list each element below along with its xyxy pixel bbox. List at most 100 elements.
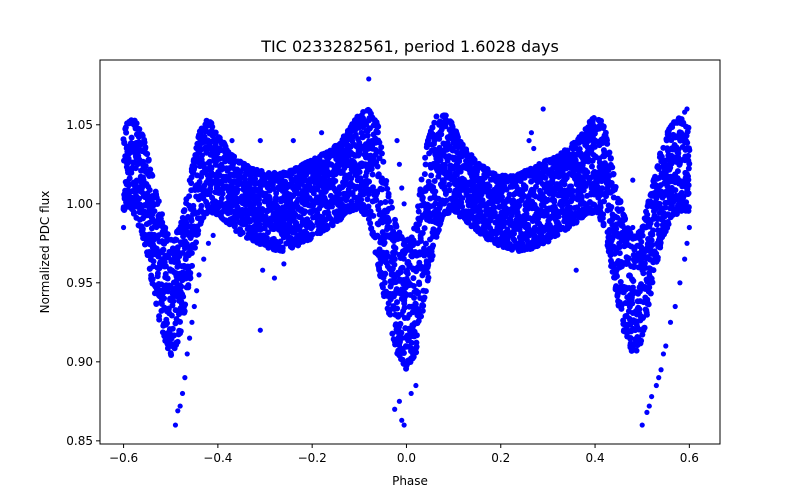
data-point (428, 252, 435, 259)
data-point (369, 231, 376, 238)
data-point (131, 120, 138, 127)
data-point (554, 156, 561, 163)
data-point (627, 342, 634, 349)
data-point (302, 208, 309, 215)
outlier-point (408, 390, 414, 397)
data-point (140, 235, 147, 242)
data-point (391, 261, 398, 268)
data-point (410, 283, 417, 290)
data-point (564, 147, 571, 154)
data-point (382, 270, 389, 277)
data-point (378, 144, 385, 151)
data-point (340, 133, 347, 140)
data-point (675, 146, 682, 153)
data-point (368, 165, 375, 172)
data-point (382, 198, 389, 205)
data-point (612, 184, 619, 191)
outlier-point (686, 224, 692, 231)
data-point (422, 240, 429, 247)
data-point (422, 288, 429, 295)
data-point (134, 161, 141, 168)
data-point (365, 203, 372, 210)
data-point (546, 158, 553, 165)
data-point (161, 333, 168, 340)
data-point (432, 200, 439, 207)
data-point (202, 121, 209, 128)
data-point (413, 332, 420, 339)
data-point (441, 183, 448, 190)
outlier-point (656, 375, 662, 381)
data-point (613, 225, 620, 232)
data-point (638, 337, 645, 344)
data-point (332, 142, 339, 149)
data-point (459, 195, 466, 202)
data-point (366, 178, 373, 185)
data-point (486, 183, 493, 190)
data-point (197, 220, 204, 227)
data-point (633, 347, 640, 354)
data-point (365, 216, 372, 223)
data-point (640, 325, 647, 332)
data-point (191, 244, 198, 251)
data-point (189, 262, 196, 269)
data-point (555, 213, 562, 220)
data-point (418, 176, 425, 183)
data-point (213, 211, 220, 218)
data-point (638, 227, 645, 234)
outlier-point (120, 224, 127, 231)
data-point (398, 329, 405, 336)
data-point (391, 338, 398, 345)
data-point (662, 204, 669, 211)
data-point (542, 174, 549, 181)
data-point (254, 239, 261, 246)
data-point (595, 117, 602, 124)
data-point (196, 178, 203, 185)
data-point (259, 239, 266, 246)
data-point (521, 192, 528, 199)
data-point (272, 194, 279, 201)
data-point (479, 197, 486, 204)
data-point (149, 172, 156, 179)
data-point (256, 201, 263, 208)
data-point (432, 188, 439, 195)
data-point (383, 177, 390, 184)
data-point (260, 171, 267, 178)
data-point (289, 244, 296, 251)
data-point (649, 242, 656, 249)
data-point (377, 273, 384, 280)
data-point (430, 242, 437, 249)
data-point (188, 249, 195, 256)
data-point (357, 175, 364, 182)
data-point (309, 223, 316, 230)
y-axis: 0.850.900.951.001.05 (66, 118, 100, 448)
data-point (223, 148, 230, 155)
data-point (250, 166, 257, 173)
data-point (375, 262, 382, 269)
outlier-point (630, 224, 636, 231)
outlier-point (205, 240, 212, 246)
data-point (200, 161, 207, 168)
data-point (170, 298, 177, 305)
data-point (514, 172, 521, 179)
data-point (606, 149, 613, 156)
data-point (621, 216, 628, 223)
data-point (356, 148, 363, 155)
data-point (380, 290, 387, 297)
data-point (522, 183, 529, 190)
data-point (394, 350, 401, 357)
data-point (440, 179, 447, 186)
data-point (453, 132, 460, 139)
outlier-point (399, 185, 405, 191)
data-point (397, 235, 404, 242)
data-point (411, 225, 418, 232)
data-point (572, 157, 579, 164)
data-point (438, 131, 445, 138)
data-point (161, 295, 168, 302)
data-point (650, 267, 657, 274)
data-point (197, 130, 204, 137)
data-point (588, 163, 595, 170)
data-point (663, 223, 670, 230)
data-point (179, 214, 186, 221)
data-point (231, 222, 238, 229)
